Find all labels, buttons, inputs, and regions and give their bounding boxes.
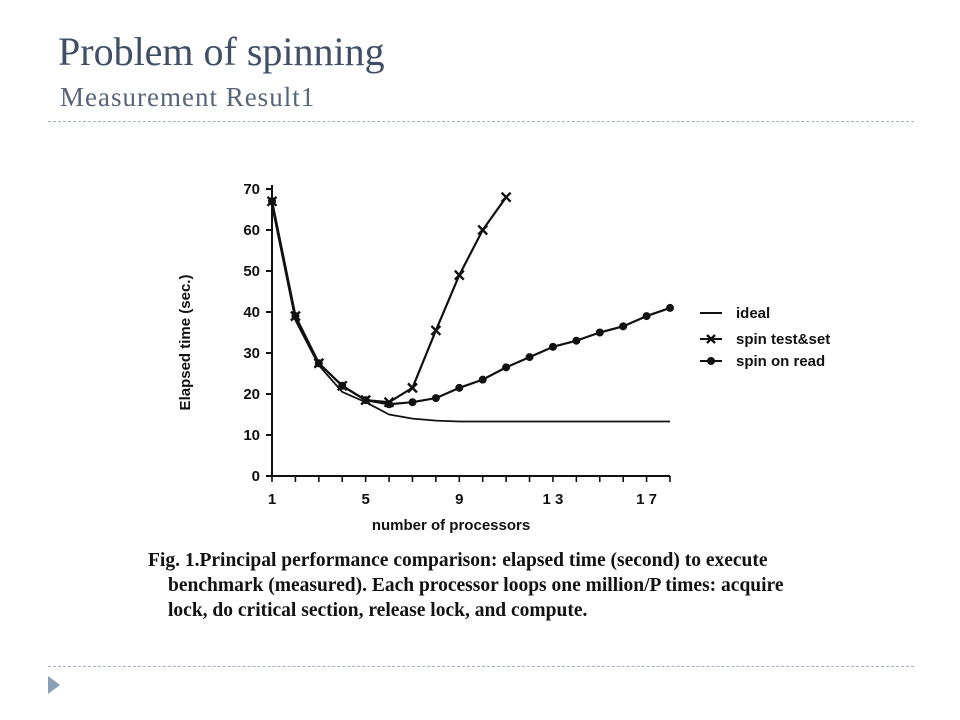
y-tick-label: 70 <box>243 181 260 198</box>
legend-label-2: spin test&set <box>736 331 830 348</box>
dot-marker-point <box>595 328 604 337</box>
slide-subtitle: Measurement Result1 <box>60 82 316 112</box>
dot-marker-point <box>478 375 487 384</box>
dot-marker-point <box>408 398 417 407</box>
series-line-2 <box>270 196 508 404</box>
dot-marker-point <box>666 303 674 312</box>
dot-marker-point <box>361 396 370 405</box>
y-tick-label: 30 <box>243 345 260 362</box>
dot-marker-point <box>572 336 581 345</box>
dot-marker-point <box>455 383 464 392</box>
dot-marker-point <box>314 359 323 368</box>
footer-divider <box>48 666 914 667</box>
y-tick-label: 20 <box>243 386 260 403</box>
y-tick-label: 60 <box>243 222 260 239</box>
x-tick-label: 5 <box>361 491 369 508</box>
x-tick-label: 1 <box>268 491 276 508</box>
slide-title: Problem of spinning <box>58 29 385 74</box>
dot-marker-point <box>431 394 440 403</box>
dot-marker-point <box>385 400 394 409</box>
figure-caption: Fig. 1.Principal performance comparison:… <box>148 548 888 623</box>
y-axis-label: Elapsed time (sec.) <box>177 275 194 411</box>
x-marker-point <box>430 325 442 336</box>
y-tick-label: 50 <box>243 263 260 280</box>
x-axis-label: number of processors <box>372 517 530 534</box>
header-divider <box>48 121 914 122</box>
dot-marker-point <box>548 342 557 351</box>
dot-marker-point <box>502 363 511 372</box>
x-tick-label: 1 3 <box>543 491 564 508</box>
triangle-bullet-icon <box>48 676 60 694</box>
dot-marker-point <box>525 353 534 362</box>
caption-line-2: benchmark (measured). Each processor loo… <box>168 575 784 596</box>
series-line-1 <box>271 205 670 423</box>
caption-line-3: lock, do critical section, release lock,… <box>168 600 588 621</box>
x-marker-point <box>500 191 512 203</box>
caption-line-1: Fig. 1.Principal performance comparison:… <box>148 550 768 571</box>
legend-x-marker <box>706 334 716 344</box>
x-tick-label: 1 7 <box>636 491 657 508</box>
y-tick-label: 40 <box>243 304 260 321</box>
x-tick-label: 9 <box>455 491 463 508</box>
dot-marker-point <box>268 197 276 206</box>
legend-dot-marker <box>707 357 715 365</box>
legend-label-3: spin on read <box>736 353 825 370</box>
legend-label-1: ideal <box>736 305 770 322</box>
y-tick-label: 0 <box>252 468 260 485</box>
y-tick-label: 10 <box>243 427 260 444</box>
x-marker-point <box>477 224 489 236</box>
dot-marker-point <box>642 312 651 321</box>
dot-marker-point <box>291 312 300 321</box>
x-marker-point <box>407 382 418 394</box>
dot-marker-point <box>619 322 628 331</box>
dot-marker-point <box>338 381 347 390</box>
x-marker-point <box>453 269 465 281</box>
series-line-3 <box>270 201 671 406</box>
